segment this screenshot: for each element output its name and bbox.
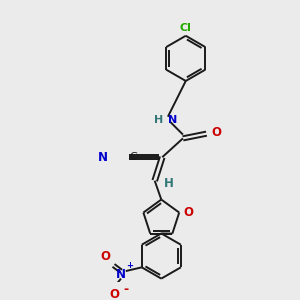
Text: H: H <box>154 115 163 124</box>
Text: H: H <box>164 177 174 190</box>
Text: Cl: Cl <box>180 23 192 33</box>
Text: -: - <box>124 284 129 296</box>
Text: O: O <box>183 206 193 219</box>
Text: N: N <box>98 151 108 164</box>
Text: N: N <box>168 115 177 124</box>
Text: O: O <box>101 250 111 262</box>
Text: +: + <box>126 261 133 270</box>
Text: O: O <box>211 126 221 139</box>
Text: N: N <box>116 268 126 281</box>
Text: O: O <box>110 288 119 300</box>
Text: C: C <box>129 152 137 162</box>
